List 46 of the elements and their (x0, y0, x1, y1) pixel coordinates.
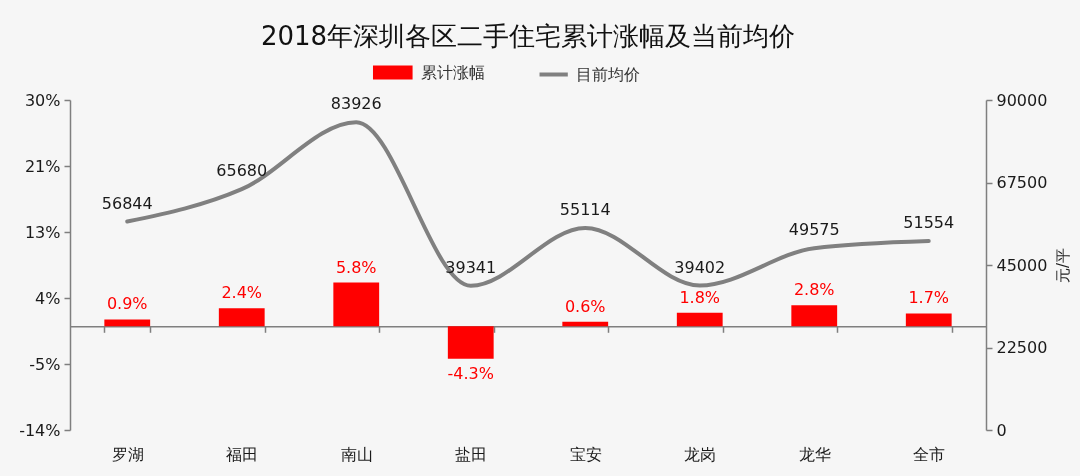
x-tick-label: 罗湖 (111, 444, 144, 464)
data-label: 2.8% (793, 280, 835, 300)
x-tick-label: 全市 (913, 444, 946, 464)
bar (447, 326, 494, 359)
y2-tick-label: 22500 (996, 338, 1048, 357)
data-label: 55114 (559, 199, 611, 219)
data-label: 83926 (330, 94, 382, 114)
legend-label: 累计涨幅 (421, 62, 486, 82)
bar (791, 305, 838, 327)
y2-tick-label: 0 (996, 420, 1007, 440)
data-label: 1.7% (908, 288, 950, 308)
data-label: 39402 (674, 257, 726, 277)
bar (104, 319, 151, 327)
y-tick-label: 30% (24, 90, 61, 110)
y-tick-label: -14% (19, 420, 61, 440)
data-label: 5.8% (335, 257, 377, 277)
y2-tick-label: 45000 (996, 255, 1048, 275)
bar (676, 312, 723, 327)
x-tick-label: 宝安 (569, 444, 602, 464)
bar (333, 282, 380, 327)
data-label: -4.3% (447, 363, 494, 383)
x-tick-label: 龙华 (798, 444, 831, 464)
x-tick-label: 盐田 (455, 444, 488, 464)
data-label: 51554 (903, 212, 955, 232)
data-label: 49575 (788, 220, 840, 240)
y2-tick-label: 90000 (996, 90, 1048, 110)
data-label: 0.9% (106, 294, 148, 314)
data-label: 1.8% (679, 287, 721, 307)
y-tick-label: 21% (24, 156, 61, 176)
y-tick-label: 13% (24, 222, 61, 242)
data-label: 2.4% (221, 283, 263, 303)
chart-title: 2018年深圳各区二手住宅累计涨幅及当前均价 (260, 21, 796, 51)
y-tick-label: -5% (29, 354, 61, 374)
data-label: 56844 (101, 193, 153, 213)
y-tick-label: 4% (35, 288, 61, 308)
legend-label: 目前均价 (576, 64, 641, 84)
bar (218, 308, 265, 327)
data-label: 39341 (445, 257, 497, 277)
data-label: 0.6% (564, 296, 606, 316)
x-tick-label: 龙岗 (684, 444, 717, 464)
x-tick-label: 福田 (226, 444, 259, 464)
x-tick-label: 南山 (340, 444, 373, 464)
data-label: 65680 (216, 161, 268, 181)
y2-axis-title: 元/平 (1053, 247, 1072, 284)
y2-tick-label: 67500 (996, 173, 1048, 192)
bar (905, 313, 952, 327)
